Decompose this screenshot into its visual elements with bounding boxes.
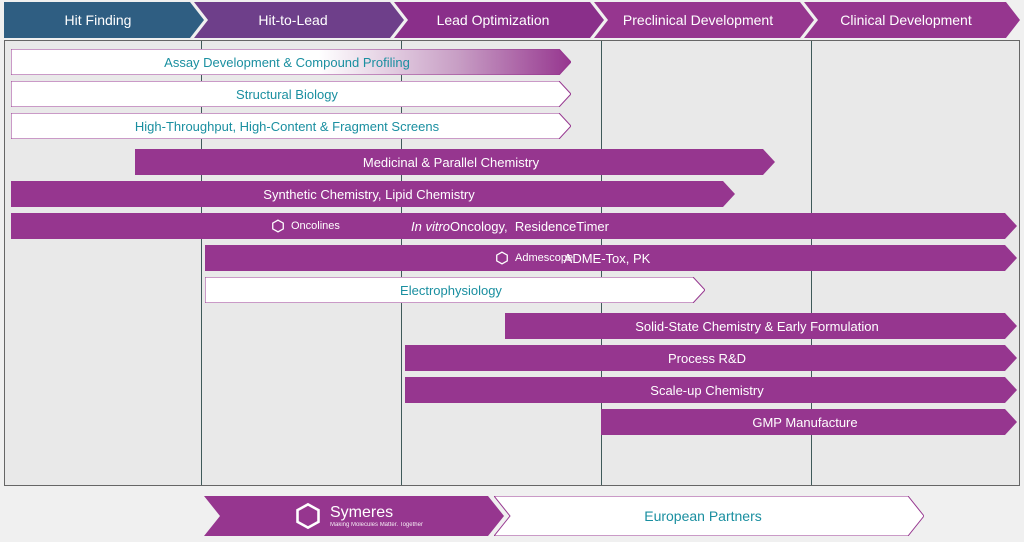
- stage-header-1: Hit-to-Lead: [194, 2, 404, 38]
- capability-label: In vitro Oncology, ResidenceTimer: [19, 213, 1001, 239]
- capability-label: ADME-Tox, PK: [213, 245, 1001, 271]
- symeres-name: Symeres: [330, 504, 423, 522]
- capability-label: High-Throughput, High-Content & Fragment…: [19, 113, 555, 139]
- capability-label: Medicinal & Parallel Chemistry: [143, 149, 759, 175]
- stage-label: Clinical Development: [804, 2, 1008, 38]
- capability-label: Synthetic Chemistry, Lipid Chemistry: [19, 181, 719, 207]
- stage-header-4: Clinical Development: [804, 2, 1020, 38]
- footer-row: SymeresMaking Molecules Matter. Together…: [4, 492, 1020, 540]
- capability-label: Assay Development & Compound Profiling: [19, 49, 555, 75]
- capability-label: Structural Biology: [19, 81, 555, 107]
- symeres-tagline: Making Molecules Matter. Together: [330, 522, 423, 528]
- footer-partners: European Partners: [494, 496, 924, 536]
- stage-header-3: Preclinical Development: [594, 2, 814, 38]
- capability-label: Process R&D: [413, 345, 1001, 371]
- brand-name: Oncolines: [291, 220, 340, 232]
- gridline: [201, 41, 202, 485]
- capability-label: Electrophysiology: [213, 277, 689, 303]
- capability-bar-4: Synthetic Chemistry, Lipid Chemistry: [11, 181, 735, 207]
- capability-bar-0: Assay Development & Compound Profiling: [11, 49, 571, 75]
- capability-bar-2: High-Throughput, High-Content & Fragment…: [11, 113, 571, 139]
- capability-bar-9: Process R&D: [405, 345, 1017, 371]
- capability-bar-6: ADME-Tox, PKAdmescope: [205, 245, 1017, 271]
- brand-name: Admescope: [515, 252, 573, 264]
- capability-bar-5: In vitro Oncology, ResidenceTimerOncolin…: [11, 213, 1017, 239]
- stage-header-row: Hit FindingHit-to-LeadLead OptimizationP…: [4, 2, 1020, 38]
- capability-bar-1: Structural Biology: [11, 81, 571, 107]
- hexagon-icon: [271, 219, 285, 233]
- stage-label: Hit-to-Lead: [194, 2, 392, 38]
- capability-bar-10: Scale-up Chemistry: [405, 377, 1017, 403]
- partners-label: European Partners: [502, 496, 904, 536]
- capability-bar-8: Solid-State Chemistry & Early Formulatio…: [505, 313, 1017, 339]
- brand-badge-admescope: Admescope: [495, 251, 573, 265]
- capability-bar-11: GMP Manufacture: [601, 409, 1017, 435]
- capability-body: Assay Development & Compound Profiling St…: [4, 40, 1020, 486]
- diagram-root: Hit FindingHit-to-LeadLead OptimizationP…: [4, 2, 1020, 540]
- stage-header-2: Lead Optimization: [394, 2, 604, 38]
- symeres-brand: SymeresMaking Molecules Matter. Together: [294, 502, 423, 530]
- stage-header-0: Hit Finding: [4, 2, 204, 38]
- capability-label: Scale-up Chemistry: [413, 377, 1001, 403]
- footer-symeres: SymeresMaking Molecules Matter. Together: [204, 496, 504, 536]
- hexagon-icon: [495, 251, 509, 265]
- stage-label: Hit Finding: [4, 2, 192, 38]
- hexagon-icon: [294, 502, 322, 530]
- capability-bar-3: Medicinal & Parallel Chemistry: [135, 149, 775, 175]
- capability-label: GMP Manufacture: [609, 409, 1001, 435]
- capability-bar-7: Electrophysiology: [205, 277, 705, 303]
- brand-badge-oncolines: Oncolines: [271, 219, 340, 233]
- stage-label: Lead Optimization: [394, 2, 592, 38]
- stage-label: Preclinical Development: [594, 2, 802, 38]
- capability-label: Solid-State Chemistry & Early Formulatio…: [513, 313, 1001, 339]
